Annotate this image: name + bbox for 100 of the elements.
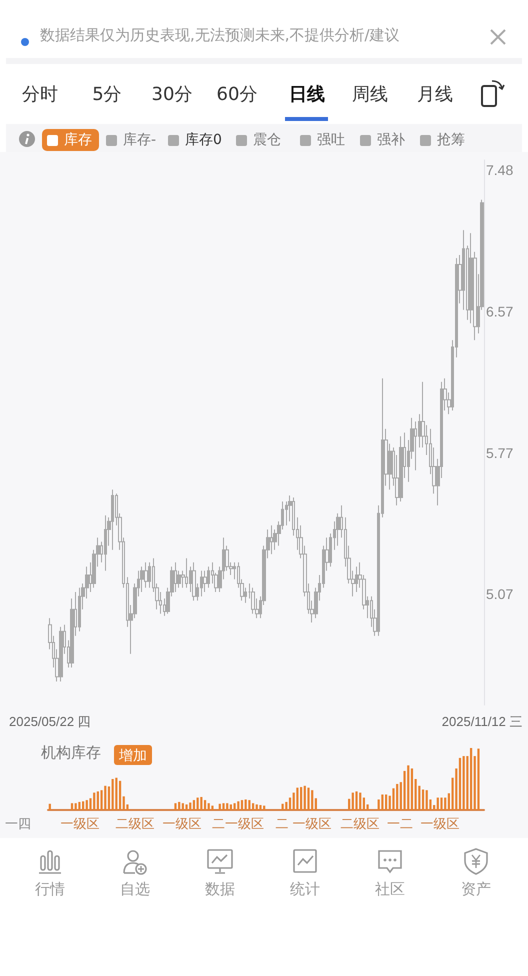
bar	[178, 802, 180, 810]
bar	[218, 804, 221, 810]
bar	[252, 803, 254, 810]
y-tick-label: 5.07	[486, 586, 514, 602]
text: 数据结果仅为历史表现,无法预测未来,不提供分析/建议	[40, 26, 400, 45]
candlestick	[270, 524, 273, 555]
y-tick-label: 6.57	[486, 304, 514, 320]
candlestick	[355, 566, 358, 593]
bar	[192, 800, 196, 810]
bar	[307, 788, 310, 810]
text: 二	[276, 817, 288, 832]
candlestick	[185, 558, 188, 588]
bar	[256, 804, 258, 810]
bar	[407, 765, 410, 810]
text: 震仓	[253, 131, 281, 149]
bar	[112, 779, 114, 810]
bar	[311, 790, 314, 810]
candlestick	[200, 570, 203, 597]
series-label: 增加	[118, 747, 147, 763]
candlestick	[104, 514, 107, 572]
bar	[359, 792, 362, 810]
text: 5分	[92, 83, 122, 106]
bar	[384, 794, 388, 810]
bar	[410, 768, 414, 810]
bar	[185, 804, 188, 810]
text: 一级区	[420, 817, 460, 832]
bar	[462, 756, 465, 810]
text: 60分	[216, 83, 258, 106]
bar	[396, 784, 398, 810]
text: 一二	[387, 817, 413, 832]
bar	[285, 802, 288, 810]
text: 库存	[64, 131, 92, 149]
bar	[300, 787, 302, 810]
bar	[263, 806, 266, 810]
candlestick	[59, 626, 63, 682]
candlestick	[78, 587, 81, 632]
bar	[182, 803, 184, 810]
bar	[86, 800, 88, 810]
bar	[189, 802, 192, 810]
x-tick-label: 2025/11/12 三	[442, 714, 523, 729]
bar	[444, 798, 446, 810]
bar	[104, 786, 106, 810]
candlestick	[399, 436, 403, 502]
bar	[248, 800, 250, 810]
candlestick	[207, 566, 210, 588]
bar	[70, 803, 74, 810]
bar	[477, 748, 480, 810]
bar	[470, 748, 472, 810]
text: 一级区	[60, 817, 100, 832]
bar	[78, 802, 81, 810]
text: 二级区	[116, 817, 154, 832]
text: 库存-	[123, 131, 156, 149]
bar	[422, 790, 424, 810]
bar	[440, 798, 443, 810]
text: 二级区	[340, 817, 380, 832]
text: 一级区	[292, 817, 332, 832]
text: 自选	[120, 880, 150, 899]
bar	[244, 799, 247, 810]
bar	[96, 791, 99, 810]
bar	[222, 803, 225, 810]
text: 月线	[417, 83, 453, 106]
text: 强补	[377, 131, 405, 149]
text: 抢筹	[437, 131, 465, 149]
text: 行情	[35, 880, 65, 899]
bar	[304, 786, 306, 810]
text: 强吐	[317, 131, 345, 149]
y-tick-label: 7.48	[486, 162, 514, 178]
bar	[48, 804, 51, 810]
text: 30分	[152, 83, 192, 106]
bar	[230, 804, 232, 810]
candlestick	[140, 566, 144, 593]
candlestick	[203, 570, 207, 593]
bar	[93, 792, 96, 810]
text: 日线	[289, 83, 325, 106]
chart-title: 机构库存	[41, 744, 101, 762]
bar	[426, 790, 428, 810]
candlestick	[251, 587, 255, 614]
text: 统计	[290, 880, 320, 899]
candlestick	[144, 562, 148, 588]
bar	[381, 794, 384, 810]
candlestick	[111, 489, 114, 550]
text: 一四	[5, 817, 31, 832]
bar	[296, 788, 299, 810]
bar	[196, 798, 199, 810]
bar	[237, 801, 240, 810]
candlestick	[148, 562, 151, 588]
bar	[233, 803, 236, 810]
bar	[118, 780, 122, 810]
bar	[174, 803, 177, 810]
bar	[204, 800, 206, 810]
y-tick-label: 5.77	[486, 445, 514, 462]
text: 一级区	[162, 817, 202, 832]
bar	[352, 792, 354, 810]
text: 库存0	[185, 131, 222, 149]
bar	[100, 790, 103, 810]
text: 二一级区	[212, 817, 264, 832]
candlestick	[192, 562, 196, 602]
text: 社区	[375, 880, 405, 899]
text: 资产	[461, 880, 491, 899]
bar	[240, 800, 244, 810]
